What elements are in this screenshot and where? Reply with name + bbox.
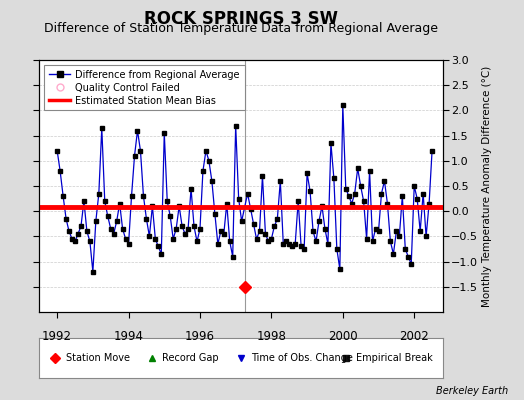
Y-axis label: Monthly Temperature Anomaly Difference (°C): Monthly Temperature Anomaly Difference (… [482,65,492,307]
Text: Record Gap: Record Gap [162,353,219,363]
Text: Difference of Station Temperature Data from Regional Average: Difference of Station Temperature Data f… [44,22,438,35]
Legend: Difference from Regional Average, Quality Control Failed, Estimated Station Mean: Difference from Regional Average, Qualit… [44,65,245,110]
Text: Berkeley Earth: Berkeley Earth [436,386,508,396]
Text: Time of Obs. Change: Time of Obs. Change [251,353,353,363]
Text: Empirical Break: Empirical Break [356,353,433,363]
Text: 1998: 1998 [256,330,286,343]
Text: Station Move: Station Move [66,353,129,363]
Text: ROCK SPRINGS 3 SW: ROCK SPRINGS 3 SW [144,10,338,28]
Text: 1992: 1992 [42,330,72,343]
Text: 1994: 1994 [114,330,144,343]
Text: 2002: 2002 [399,330,429,343]
Text: 1996: 1996 [185,330,215,343]
Text: 2000: 2000 [328,330,357,343]
